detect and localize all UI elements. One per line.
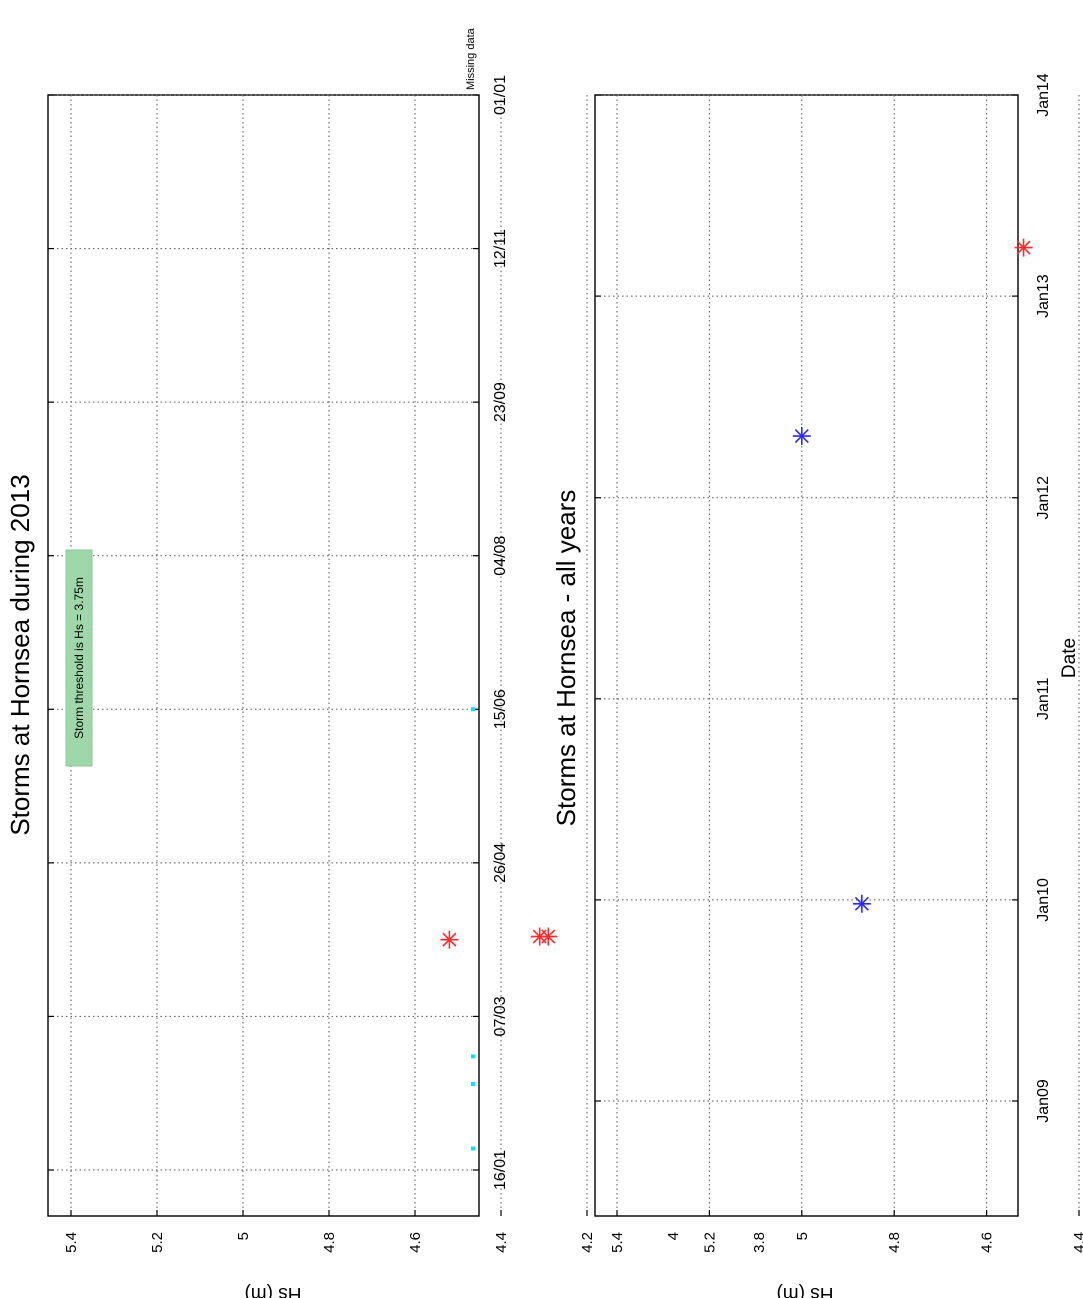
plot-area-all-years [594,94,1019,1217]
date-tick-label: 15/06 [492,689,509,729]
date-tick-label: 26/04 [492,843,509,883]
y-tick-labels-all-years: 5.45.254.84.64.44.243.8 [609,1232,1083,1253]
date-tick-label: 01/01 [492,75,509,115]
date-tick-label: Jan10 [1035,878,1052,922]
chart-title-2013: Storms at Hornsea during 2013 [5,474,35,835]
hs-tick-label: 4.4 [1071,1232,1083,1253]
y-axis-label-all-years: Hs (m) [777,1283,834,1298]
plot-area-2013 [47,94,480,1217]
missing-data-mark [471,707,475,712]
chart-storms-2013: 5.4 5.2 5 4.8 4.6 4.4 4.2 4 3.8 16/0107/0326/041… [5,27,777,1298]
date-tick-label: 16/01 [492,1150,509,1190]
hs-tick-label: 4.8 [321,1232,338,1253]
grid-all-years [595,94,1080,1216]
hs-tick-label: 5.2 [701,1232,718,1253]
missing-data-marks [471,707,475,1151]
storm-threshold-annotation: Storm threshold is Hs = 3.75m [65,549,93,767]
storm-point [792,427,811,446]
hs-tick-label: 5.2 [149,1232,166,1253]
annotation-text: Storm threshold is Hs = 3.75m [72,577,86,739]
date-tick-label: Jan11 [1035,678,1052,721]
hs-tick-label: 4.2 [579,1232,596,1253]
date-tick-label: Jan12 [1035,476,1052,520]
hs-tick-label: 4.4 [493,1232,510,1253]
x-tick-labels-2013: 16/01 07/03 26/04 15/06 04/08 23/09 12/11 01/01 [492,75,509,1190]
date-tick-label: Jan14 [1035,73,1052,117]
x-tick-labels-all-years: Jan09 Jan10 Jan11 Jan12 Jan13 Jan14 [1035,73,1052,1123]
y-tick-labels-2013: 5.4 5.2 5 4.8 4.6 4.4 4.2 4 3.8 [63,1232,768,1253]
hs-tick-label: 5 [794,1232,811,1240]
date-tick-label: 23/09 [492,382,509,422]
storm-point [539,927,558,946]
date-tick-label: 04/08 [492,536,509,576]
missing-data-mark [471,1082,475,1086]
storm-point [852,894,871,913]
hs-tick-label: 4 [665,1232,682,1240]
chart-title-all-years: Storms at Hornsea - all years [551,490,581,827]
storm-points-all-years [792,238,1033,913]
date-tick-label: 07/03 [492,996,509,1036]
x-axis-label-all-years: Date [1059,638,1080,678]
hs-tick-label: 5 [235,1232,252,1240]
date-tick-label: Jan09 [1035,1079,1052,1123]
y-axis-label-2013: Hs (m) [245,1283,302,1298]
missing-data-label: Missing data [465,27,477,90]
hs-tick-label: 4.6 [407,1232,424,1253]
storm-point [440,930,459,949]
hs-tick-label: 5.4 [63,1232,80,1253]
date-tick-label: 12/11 [492,229,509,268]
missing-data-mark [471,1146,475,1151]
missing-data-mark [471,1054,475,1059]
hs-tick-label: 4.6 [979,1232,996,1253]
date-tick-label: Jan13 [1035,274,1052,318]
storm-point [1014,238,1033,257]
hs-tick-label: 3.8 [751,1232,768,1253]
chart-storms-all-years: 5.45.254.84.64.44.243.8 Jan09Jan10Jan11J… [551,73,1083,1298]
hs-tick-label: 4.8 [886,1232,903,1253]
annotation-box [65,549,93,767]
hs-tick-label: 5.4 [609,1232,626,1253]
